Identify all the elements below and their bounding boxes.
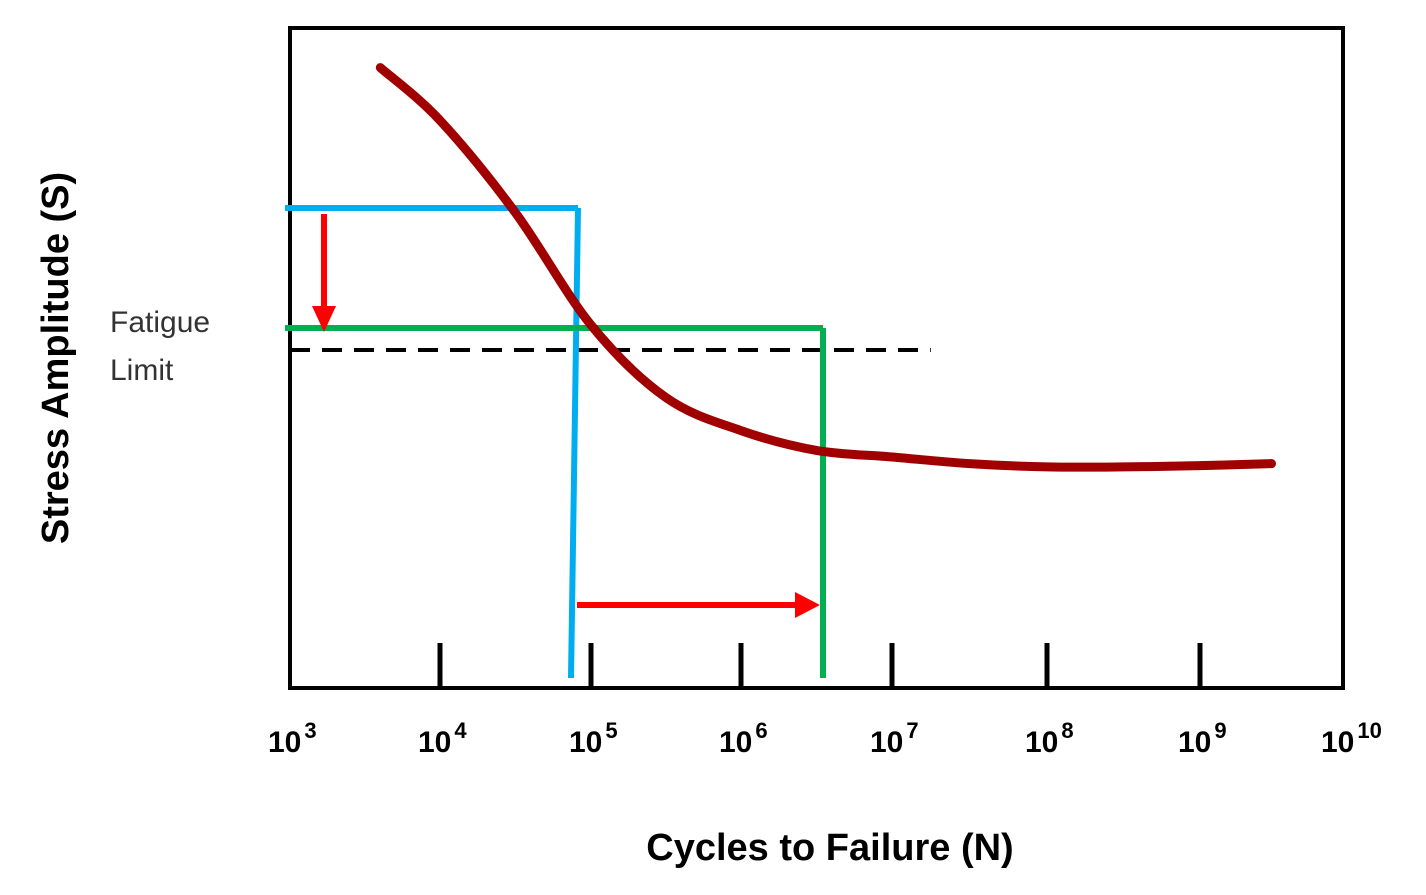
x-tick-label: 10 9 xyxy=(1178,718,1227,759)
x-tick-label: 10 6 xyxy=(719,718,768,759)
x-tick-label: 10 10 xyxy=(1321,718,1382,759)
x-tick-label: 10 5 xyxy=(569,718,618,759)
x-tick-label: 10 3 xyxy=(268,718,317,759)
annotation-arrows xyxy=(312,214,820,618)
blue-guide-vertical xyxy=(568,207,581,679)
green-guide-lines xyxy=(285,325,826,678)
x-tick-label: 10 8 xyxy=(1025,718,1074,759)
x-axis-ticks xyxy=(437,643,1203,688)
life-increase-arrowhead xyxy=(795,592,820,618)
x-tick-label: 10 4 xyxy=(418,718,467,759)
blue-guide-lines xyxy=(285,205,581,679)
x-axis-title: Cycles to Failure (N) xyxy=(646,827,1013,869)
fatigue-limit-label-line1: Fatigue xyxy=(110,306,210,339)
x-axis-tick-labels: 10 3 10 4 10 5 10 6 10 7 10 8 10 9 10 10 xyxy=(268,718,1382,759)
sn-curve-series xyxy=(375,63,1276,472)
stress-reduction-arrowhead xyxy=(312,306,336,332)
x-tick-label: 10 7 xyxy=(870,718,919,759)
fatigue-limit-label-line2: Limit xyxy=(110,354,174,387)
plot-frame xyxy=(288,26,1345,690)
y-axis-title: Stress Amplitude (S) xyxy=(35,172,77,544)
